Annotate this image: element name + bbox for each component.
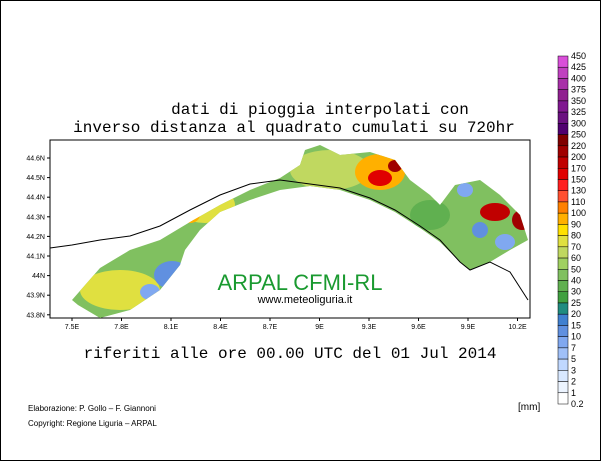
legend-swatch — [557, 190, 569, 203]
lat-tick-label: 44.1N — [26, 254, 45, 261]
legend-level: 300 — [571, 118, 586, 128]
legend-level: 250 — [571, 130, 586, 140]
legend-swatch — [557, 269, 569, 281]
lat-tick-label: 44.2N — [26, 234, 45, 241]
legend-swatch — [557, 55, 569, 68]
coastline — [49, 179, 529, 301]
legend-level: 170 — [571, 163, 586, 173]
legend-level: 0.2 — [571, 399, 584, 409]
legend-level: 400 — [571, 73, 586, 83]
legend-level: 30 — [571, 287, 581, 297]
lon-tick-label: 10.2E — [508, 324, 527, 331]
credit-elaboration: Elaborazione: P. Gollo – F. Giannoni — [28, 404, 156, 413]
legend-swatch — [557, 381, 569, 394]
legend-swatch — [557, 66, 569, 79]
legend-level: 7 — [571, 343, 576, 353]
legend-level: 5 — [571, 354, 576, 364]
legend-swatch — [557, 89, 569, 102]
lon-tick-label: 9E — [315, 324, 324, 331]
legend-level: 50 — [571, 264, 581, 274]
legend-swatch — [557, 358, 569, 371]
legend-swatch — [557, 179, 569, 191]
lon-tick-label: 9.9E — [461, 324, 476, 331]
legend-swatch — [557, 224, 569, 236]
legend-level: 80 — [571, 231, 581, 241]
legend-level: 325 — [571, 107, 586, 117]
title-line2: inverso distanza al quadrato cumulati su… — [73, 119, 515, 137]
legend-level: 2 — [571, 377, 576, 387]
lon-tick-label: 7.8E — [114, 324, 129, 331]
legend-swatch — [557, 168, 569, 180]
legend-swatch — [557, 111, 569, 124]
legend-level: 15 — [571, 320, 581, 330]
legend-swatch — [557, 235, 569, 248]
legend-swatch — [557, 100, 569, 113]
map: ARPAL CFMI-RL www.meteoliguria.it 44.6N 4… — [26, 139, 531, 331]
title-line1: dati di pioggia interpolati con — [171, 101, 469, 119]
legend: 4504254003753503253002502202001701501301… — [557, 51, 586, 409]
lat-tick-label: 44.6N — [26, 156, 45, 163]
legend-swatch — [557, 302, 569, 315]
legend-swatch — [557, 347, 569, 360]
legend-level: 60 — [571, 253, 581, 263]
lat-tick-label: 44.3N — [26, 214, 45, 221]
lon-tick-label: 8.4E — [213, 324, 228, 331]
legend-swatch — [557, 156, 569, 169]
lon-tick-label: 8.1E — [164, 324, 179, 331]
lat-tick-label: 43.8N — [26, 312, 45, 319]
watermark: ARPAL CFMI-RL — [217, 270, 382, 295]
lat-tick-label: 44.5N — [26, 175, 45, 182]
legend-swatch — [557, 370, 569, 382]
legend-level: 375 — [571, 85, 586, 95]
website: www.meteoliguria.it — [257, 294, 353, 306]
legend-unit: [mm] — [518, 402, 540, 413]
legend-swatch — [557, 212, 569, 225]
legend-swatch — [557, 78, 569, 90]
legend-level: 110 — [571, 197, 585, 207]
legend-level: 200 — [571, 152, 586, 162]
legend-level: 25 — [571, 298, 581, 308]
legend-swatch — [557, 201, 569, 214]
legend-level: 20 — [571, 309, 581, 319]
lon-tick-label: 9.6E — [411, 324, 426, 331]
credit-copyright: Copyright: Regione Liguria – ARPAL — [28, 419, 157, 428]
lat-tick-label: 44N — [32, 273, 45, 280]
legend-swatch — [557, 392, 569, 405]
legend-level: 90 — [571, 219, 581, 229]
lon-tick-label: 7.5E — [65, 324, 80, 331]
legend-level: 40 — [571, 276, 581, 286]
legend-swatch — [557, 246, 569, 259]
legend-swatch — [557, 145, 569, 158]
legend-level: 10 — [571, 332, 581, 342]
legend-swatch — [557, 313, 569, 326]
legend-swatch — [557, 280, 569, 292]
legend-level: 350 — [571, 96, 586, 106]
legend-level: 220 — [571, 141, 586, 151]
legend-swatch — [557, 123, 569, 135]
legend-swatch — [557, 336, 569, 349]
legend-swatch — [557, 291, 569, 304]
legend-level: 450 — [571, 51, 586, 61]
legend-swatch — [557, 325, 569, 337]
legend-level: 3 — [571, 365, 576, 375]
legend-level: 70 — [571, 242, 581, 252]
legend-swatch — [557, 257, 569, 270]
lon-tick-label: 9.3E — [362, 324, 377, 331]
legend-level: 100 — [571, 208, 586, 218]
lon-tick-label: 8.7E — [263, 324, 278, 331]
legend-level: 150 — [571, 174, 586, 184]
legend-level: 130 — [571, 186, 586, 196]
legend-level: 425 — [571, 62, 586, 72]
reference-time: riferiti alle ore 00.00 UTC del 01 Jul 2… — [84, 345, 497, 363]
legend-level: 1 — [571, 388, 576, 398]
legend-swatch — [557, 134, 569, 147]
lat-tick-label: 43.9N — [26, 293, 45, 300]
lat-tick-label: 44.4N — [26, 195, 45, 202]
